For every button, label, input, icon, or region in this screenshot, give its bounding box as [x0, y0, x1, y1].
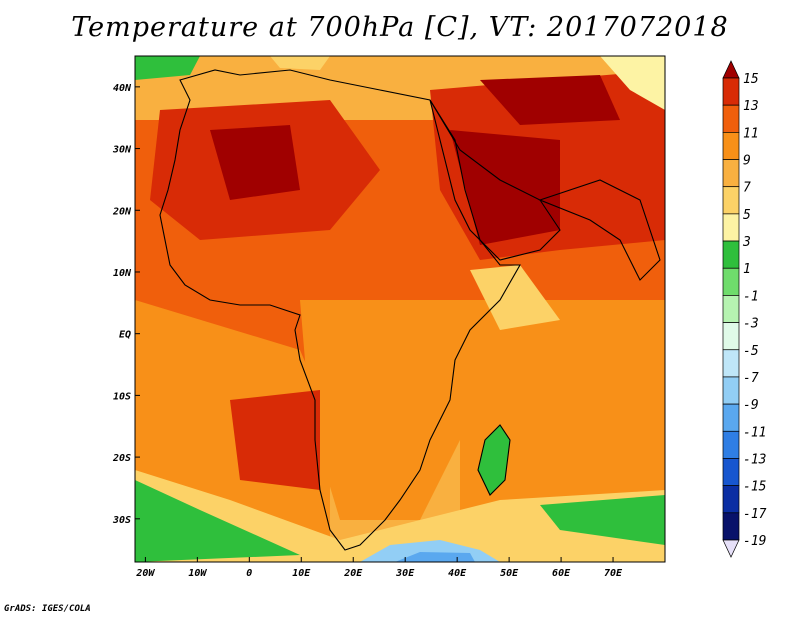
- colorbar-label: 13: [743, 99, 759, 114]
- lat-tick-label: 30S: [112, 515, 131, 526]
- lat-tick-label: 30N: [112, 145, 132, 156]
- colorbar: 15 13 11 9 7 5 3 1 -1 -3 -5 -7 -9 -11 -13 -15 -17 -19: [722, 60, 767, 558]
- lon-tick-label: 60E: [552, 568, 571, 579]
- colorbar-swatch: [722, 267, 740, 296]
- lon-tick-label: 40E: [448, 568, 467, 579]
- colorbar-label: -3: [743, 317, 759, 332]
- lon-tick-label: 20E: [343, 568, 363, 579]
- colorbar-swatch: [722, 376, 740, 405]
- lat-tick-label: 10S: [113, 391, 131, 402]
- lat-tick-label: 20S: [112, 453, 131, 464]
- lon-tick-label: 10W: [188, 568, 207, 579]
- colorbar-top-arrow: [722, 60, 740, 79]
- colorbar-swatch: [722, 322, 740, 351]
- colorbar-swatch: [722, 213, 740, 242]
- colorbar-label: -19: [743, 534, 766, 549]
- colorbar-swatch: [722, 295, 740, 323]
- colorbar-label: -11: [743, 425, 766, 440]
- map-title: Temperature at 700hPa [C], VT: 201707201…: [71, 12, 729, 43]
- colorbar-swatch: [722, 403, 740, 432]
- lon-tick-label: 70E: [604, 568, 623, 579]
- lon-tick-label: 20W: [135, 568, 155, 579]
- colorbar-label: -5: [743, 344, 759, 359]
- lon-tick-label: 0: [246, 568, 252, 579]
- colorbar-swatch: [722, 104, 740, 133]
- colorbar-label: -17: [743, 507, 767, 522]
- coastlines: [159, 69, 661, 551]
- colorbar-label: -1: [743, 289, 759, 304]
- colorbar-swatch: [722, 77, 740, 106]
- colorbar-label: -7: [743, 371, 759, 386]
- lat-tick-label: 40N: [113, 83, 132, 94]
- lat-tick-label: 20N: [112, 206, 132, 217]
- colorbar-label: 7: [743, 181, 751, 196]
- lat-tick-label: 10N: [113, 268, 132, 279]
- colorbar-swatch: [722, 132, 740, 160]
- colorbar-swatch: [722, 430, 740, 459]
- colorbar-bottom-arrow: [722, 539, 740, 558]
- footer-credit: GrADS: IGES/COLA: [4, 604, 91, 614]
- lon-tick-label: 30E: [395, 568, 415, 579]
- longitude-axis: 20W 10W 0 10E 20E 30E 40E 50E 60E 70E: [135, 557, 623, 579]
- colorbar-swatch: [722, 186, 740, 215]
- lat-tick-label: EQ: [119, 330, 131, 341]
- colorbar-swatch: [722, 240, 740, 269]
- colorbar-label: 5: [743, 208, 751, 223]
- plot-frame: [134, 55, 666, 563]
- colorbar-label: -13: [743, 452, 766, 467]
- colorbar-label: -15: [743, 480, 767, 495]
- colorbar-swatch: [722, 458, 740, 486]
- colorbar-swatch: [722, 512, 740, 541]
- colorbar-label: 9: [743, 154, 751, 169]
- colorbar-label: -9: [743, 398, 759, 413]
- colorbar-swatch: [722, 349, 740, 378]
- colorbar-label: 11: [743, 126, 759, 141]
- lon-tick-label: 50E: [500, 568, 519, 579]
- lon-tick-label: 10E: [292, 568, 311, 579]
- latitude-axis: 40N 30N 20N 10N EQ 10S 20S 30S: [112, 83, 140, 526]
- colorbar-label: 1: [743, 262, 751, 277]
- colorbar-swatch: [722, 485, 740, 514]
- colorbar-label: 15: [743, 72, 759, 87]
- colorbar-label: 3: [742, 235, 751, 250]
- temperature-field: [135, 56, 665, 562]
- colorbar-swatch: [722, 159, 740, 188]
